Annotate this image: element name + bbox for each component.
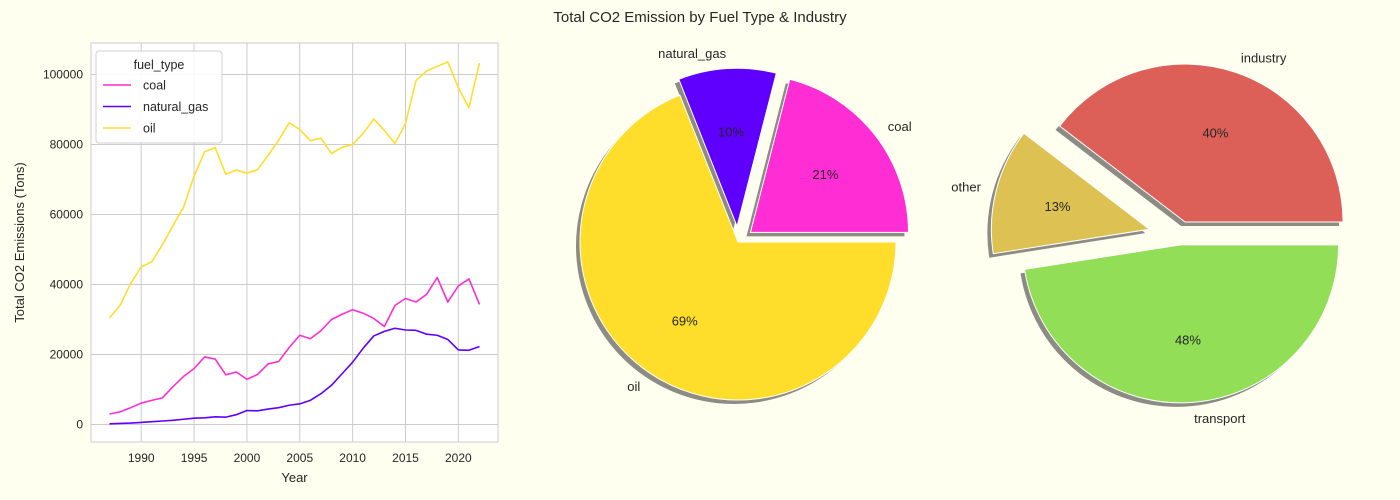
pie-wedge-transport <box>1023 244 1340 404</box>
industry-pie-labels: industry 40% other 13% transport 48% <box>951 50 1287 426</box>
pie-wedge-industry <box>1058 63 1344 223</box>
line-x-tick-label: 2000 <box>234 451 261 465</box>
pie-label-coal: coal <box>888 119 912 134</box>
industry-pie-wedges <box>990 63 1344 404</box>
industry-pie: industry 40% other 13% transport 48% <box>951 50 1344 426</box>
line-x-tick-label: 1990 <box>128 451 155 465</box>
pie-label-transport: transport <box>1194 411 1246 426</box>
pie-pct-industry: 40% <box>1202 125 1228 140</box>
pie-pct-natural-gas: 10% <box>718 125 744 140</box>
line-chart: 1990 1995 2000 2005 2010 2015 2020 0 20000 40000… <box>12 42 499 485</box>
line-x-tick-label: 1995 <box>181 451 208 465</box>
line-x-ticks: 1990 1995 2000 2005 2010 2015 2020 <box>128 451 472 465</box>
line-series-group <box>108 61 481 425</box>
pie-label-industry: industry <box>1241 50 1287 65</box>
legend-label: oil <box>143 122 156 136</box>
pie-wedge-oil <box>579 94 897 401</box>
fuel-type-pie: coal 21% natural_gas 10% oil 69% <box>575 46 912 405</box>
pie-wedge-coal <box>749 78 909 233</box>
figure-title: Total CO2 Emission by Fuel Type & Indust… <box>553 9 847 26</box>
line-x-tick-label: 2015 <box>392 451 419 465</box>
pie-label-other: other <box>951 179 981 194</box>
legend-box <box>95 50 223 144</box>
line-y-ticks: 0 20000 40000 60000 80000 100000 <box>43 68 83 432</box>
fuel-pie-labels: coal 21% natural_gas 10% oil 69% <box>627 46 911 394</box>
fuel-pie-wedges <box>579 67 909 401</box>
line-y-tick-label: 20000 <box>50 348 84 362</box>
line-y-tick-label: 60000 <box>50 208 84 222</box>
pie-pct-other: 13% <box>1044 199 1070 214</box>
pie-pct-oil: 69% <box>672 313 698 328</box>
pie-label-natural-gas: natural_gas <box>658 46 726 61</box>
line-x-axis-label: Year <box>281 470 308 485</box>
line-y-axis-label: Total CO2 Emissions (Tons) <box>12 162 27 322</box>
pie-wedge-other <box>990 132 1151 255</box>
line-y-tick-label: 0 <box>76 418 83 432</box>
pie-pct-transport: 48% <box>1175 332 1201 347</box>
pie-label-oil: oil <box>627 379 640 394</box>
line-x-tick-label: 2005 <box>286 451 313 465</box>
pie-pct-coal: 21% <box>812 167 838 182</box>
line-series-natural-gas <box>109 327 480 425</box>
line-series-oil <box>108 61 481 319</box>
legend-label: natural_gas <box>143 100 208 114</box>
line-y-tick-label: 40000 <box>50 278 84 292</box>
legend-title: fuel_type <box>134 58 185 72</box>
line-x-tick-label: 2020 <box>445 451 472 465</box>
line-x-tick-label: 2010 <box>339 451 366 465</box>
line-y-tick-label: 100000 <box>43 68 83 82</box>
legend-label: coal <box>143 79 166 93</box>
pie-wedge-natural-gas <box>678 67 777 228</box>
line-y-tick-label: 80000 <box>50 138 84 152</box>
line-series-coal <box>109 276 481 415</box>
